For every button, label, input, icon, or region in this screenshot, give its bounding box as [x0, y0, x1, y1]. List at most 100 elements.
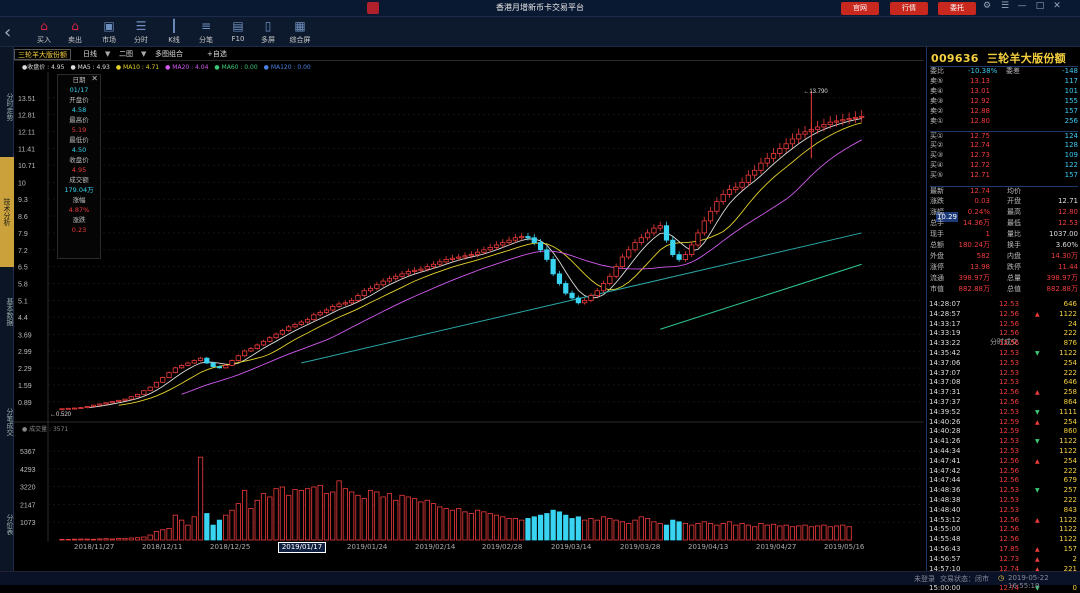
bid-row[interactable]: 买⑤ 12.71 157 — [930, 171, 1078, 180]
trade-price: 12.59 — [999, 417, 1020, 426]
toolbar-doc-button[interactable]: ▤ F10 — [224, 19, 252, 43]
volume-bar — [424, 499, 430, 541]
ask-row[interactable]: 卖② 12.88 157 — [930, 107, 1078, 116]
candle-body — [191, 360, 197, 364]
toolbar-list-button[interactable]: ≡ 分笔 — [192, 19, 220, 45]
official-site-button[interactable]: 官网 — [841, 2, 879, 15]
stat-value: 13.98 — [969, 263, 990, 271]
toolbar-house-out-button[interactable]: ⌂ 卖出 — [61, 19, 89, 45]
trade-status: 交易状态：闭市 — [940, 575, 989, 583]
toolbar-timeline-button[interactable]: ☰ 分时 — [127, 19, 155, 45]
ask-row[interactable]: 卖③ 12.92 155 — [930, 97, 1078, 106]
trade-row: 14:28:57 12.56 ▲ 1122 — [929, 310, 1079, 319]
ask-row[interactable]: 卖④ 13.01 101 — [930, 87, 1078, 96]
candle-body — [330, 306, 336, 311]
sidebar-item-technical[interactable]: 技术分析 — [0, 157, 14, 267]
bid-row[interactable]: 买③ 12.73 109 — [930, 151, 1078, 160]
bid-row[interactable]: 买② 12.74 128 — [930, 141, 1078, 150]
trade-price: 17.85 — [999, 545, 1020, 553]
trade-time: 14:47:41 — [929, 456, 961, 465]
skin-icon[interactable]: ☰ — [1000, 1, 1010, 11]
trade-volume: 24 — [1068, 319, 1077, 328]
candle-body — [714, 201, 720, 212]
tab-stock-name[interactable]: 三轮羊大版份额 — [14, 49, 71, 60]
bid-row[interactable]: 买④ 12.72 122 — [930, 161, 1078, 170]
date-tick-label: 2019/03/14 — [551, 543, 592, 551]
toolbar-grid-button[interactable]: ▦ 综合屏 — [286, 19, 314, 45]
stat-label: 最新 — [930, 187, 944, 195]
sidebar-item-ticks[interactable]: 分笔成交 — [6, 408, 14, 436]
toolbar-house-button[interactable]: ⌂ 买入 — [30, 19, 58, 45]
stock-name: 三轮羊大版份额 — [986, 52, 1066, 65]
volume-bar — [443, 508, 449, 541]
candle-body — [286, 326, 292, 331]
ma-legend-item: ●收盘价 : 4.95 — [22, 64, 65, 71]
bid-row[interactable]: 买① 12.75 124 — [930, 131, 1078, 140]
candle-body — [153, 381, 160, 388]
market-button[interactable]: 行情 — [890, 2, 928, 15]
toolbar-bag-button[interactable]: ▣ 市场 — [95, 19, 123, 45]
close-info-icon[interactable]: ✕ — [91, 74, 98, 83]
trade-direction-icon: ▼ — [1035, 438, 1040, 446]
candle-body — [707, 210, 714, 222]
stat-row: 涨停 13.98 跌停 11.44 — [930, 263, 1078, 272]
trade-time: 14:47:42 — [929, 466, 961, 475]
tab-daily-dropdown[interactable]: ▼ — [105, 50, 111, 58]
candle-body — [764, 157, 770, 164]
trade-volume: 222 — [1063, 329, 1077, 338]
maximize-icon[interactable]: □ — [1035, 1, 1045, 11]
minimize-icon[interactable]: — — [1017, 1, 1027, 11]
price-tick-label: 5.8 — [18, 282, 28, 289]
bid-volume: 157 — [1064, 171, 1078, 179]
trade-direction-icon: ▲ — [1035, 418, 1040, 426]
date-tick-label: 2019/04/27 — [756, 543, 797, 551]
multi-screen-icon: ▯ — [264, 19, 272, 33]
ask-row[interactable]: 卖⑤ 13.13 117 — [930, 77, 1078, 86]
close-icon[interactable]: ✕ — [1053, 1, 1061, 11]
toolbar-kline-button[interactable]: ┃ K线 — [160, 19, 188, 45]
sidebar-item-timeshare[interactable]: 分时走势 — [6, 93, 14, 121]
stat-label: 涨幅 — [930, 208, 944, 216]
sidebar-item-price-table[interactable]: 分价表 — [6, 514, 14, 535]
ask-row[interactable]: 卖① 12.80 256 — [930, 117, 1078, 126]
stat-label: 市值 — [930, 285, 944, 293]
tab-multi-chart[interactable]: 多图组合 — [155, 50, 183, 58]
candle-body — [116, 399, 122, 402]
trade-price: 12.56 — [999, 515, 1020, 524]
trade-row: 14:37:08 12.53 646 — [929, 378, 1079, 387]
kline-chart[interactable]: 13.51 12.81 12.11 11.41 10.71 10 9.3 8.6 7.9 7.2 6… — [14, 72, 924, 542]
ask-price: 12.80 — [969, 117, 990, 125]
volume-bar — [336, 480, 342, 541]
tab-add-watchlist[interactable]: +自选 — [207, 50, 227, 58]
tab-daily[interactable]: 日线 — [83, 50, 97, 58]
grid-icon: ▦ — [294, 19, 306, 33]
trade-row: 14:55:48 12.56 1122 — [929, 535, 1079, 544]
volume-bar — [317, 484, 323, 541]
back-arrow-icon[interactable]: ‹ — [4, 22, 12, 43]
candle-body — [657, 225, 663, 229]
trade-price: 12.53 — [999, 300, 1020, 308]
trade-price: 12.56 — [999, 388, 1020, 397]
tab-two-charts-dropdown[interactable]: ▼ — [141, 50, 147, 58]
stock-code-name: 009636 三轮羊大版份额 — [931, 50, 1066, 66]
info-value: 0.23 — [71, 226, 87, 234]
price-tick-label: 13.51 — [18, 96, 36, 103]
toolbar-multi-screen-button[interactable]: ▯ 多屏 — [254, 19, 282, 45]
ask-price: 13.13 — [969, 77, 990, 85]
tab-two-charts[interactable]: 二图 — [119, 50, 133, 58]
menu-icon[interactable]: ⚙ — [982, 1, 992, 11]
order-button[interactable]: 委托 — [938, 2, 976, 15]
trade-price: 12.53 — [999, 486, 1020, 495]
info-label: 涨幅 — [72, 196, 86, 204]
toolbar-label: 分笔 — [199, 36, 213, 44]
volume-bar — [462, 511, 468, 541]
trade-volume: 222 — [1063, 466, 1077, 475]
trade-time: 14:48:40 — [929, 505, 961, 514]
volume-bar — [65, 539, 71, 541]
sidebar-item-fundamentals[interactable]: 基本数据 — [6, 298, 14, 326]
volume-bar — [531, 516, 537, 541]
house-out-icon: ⌂ — [71, 19, 79, 33]
stat-value2: 1037.00 — [1049, 230, 1078, 238]
trade-volume: 254 — [1063, 417, 1077, 426]
volume-bar — [764, 524, 770, 541]
